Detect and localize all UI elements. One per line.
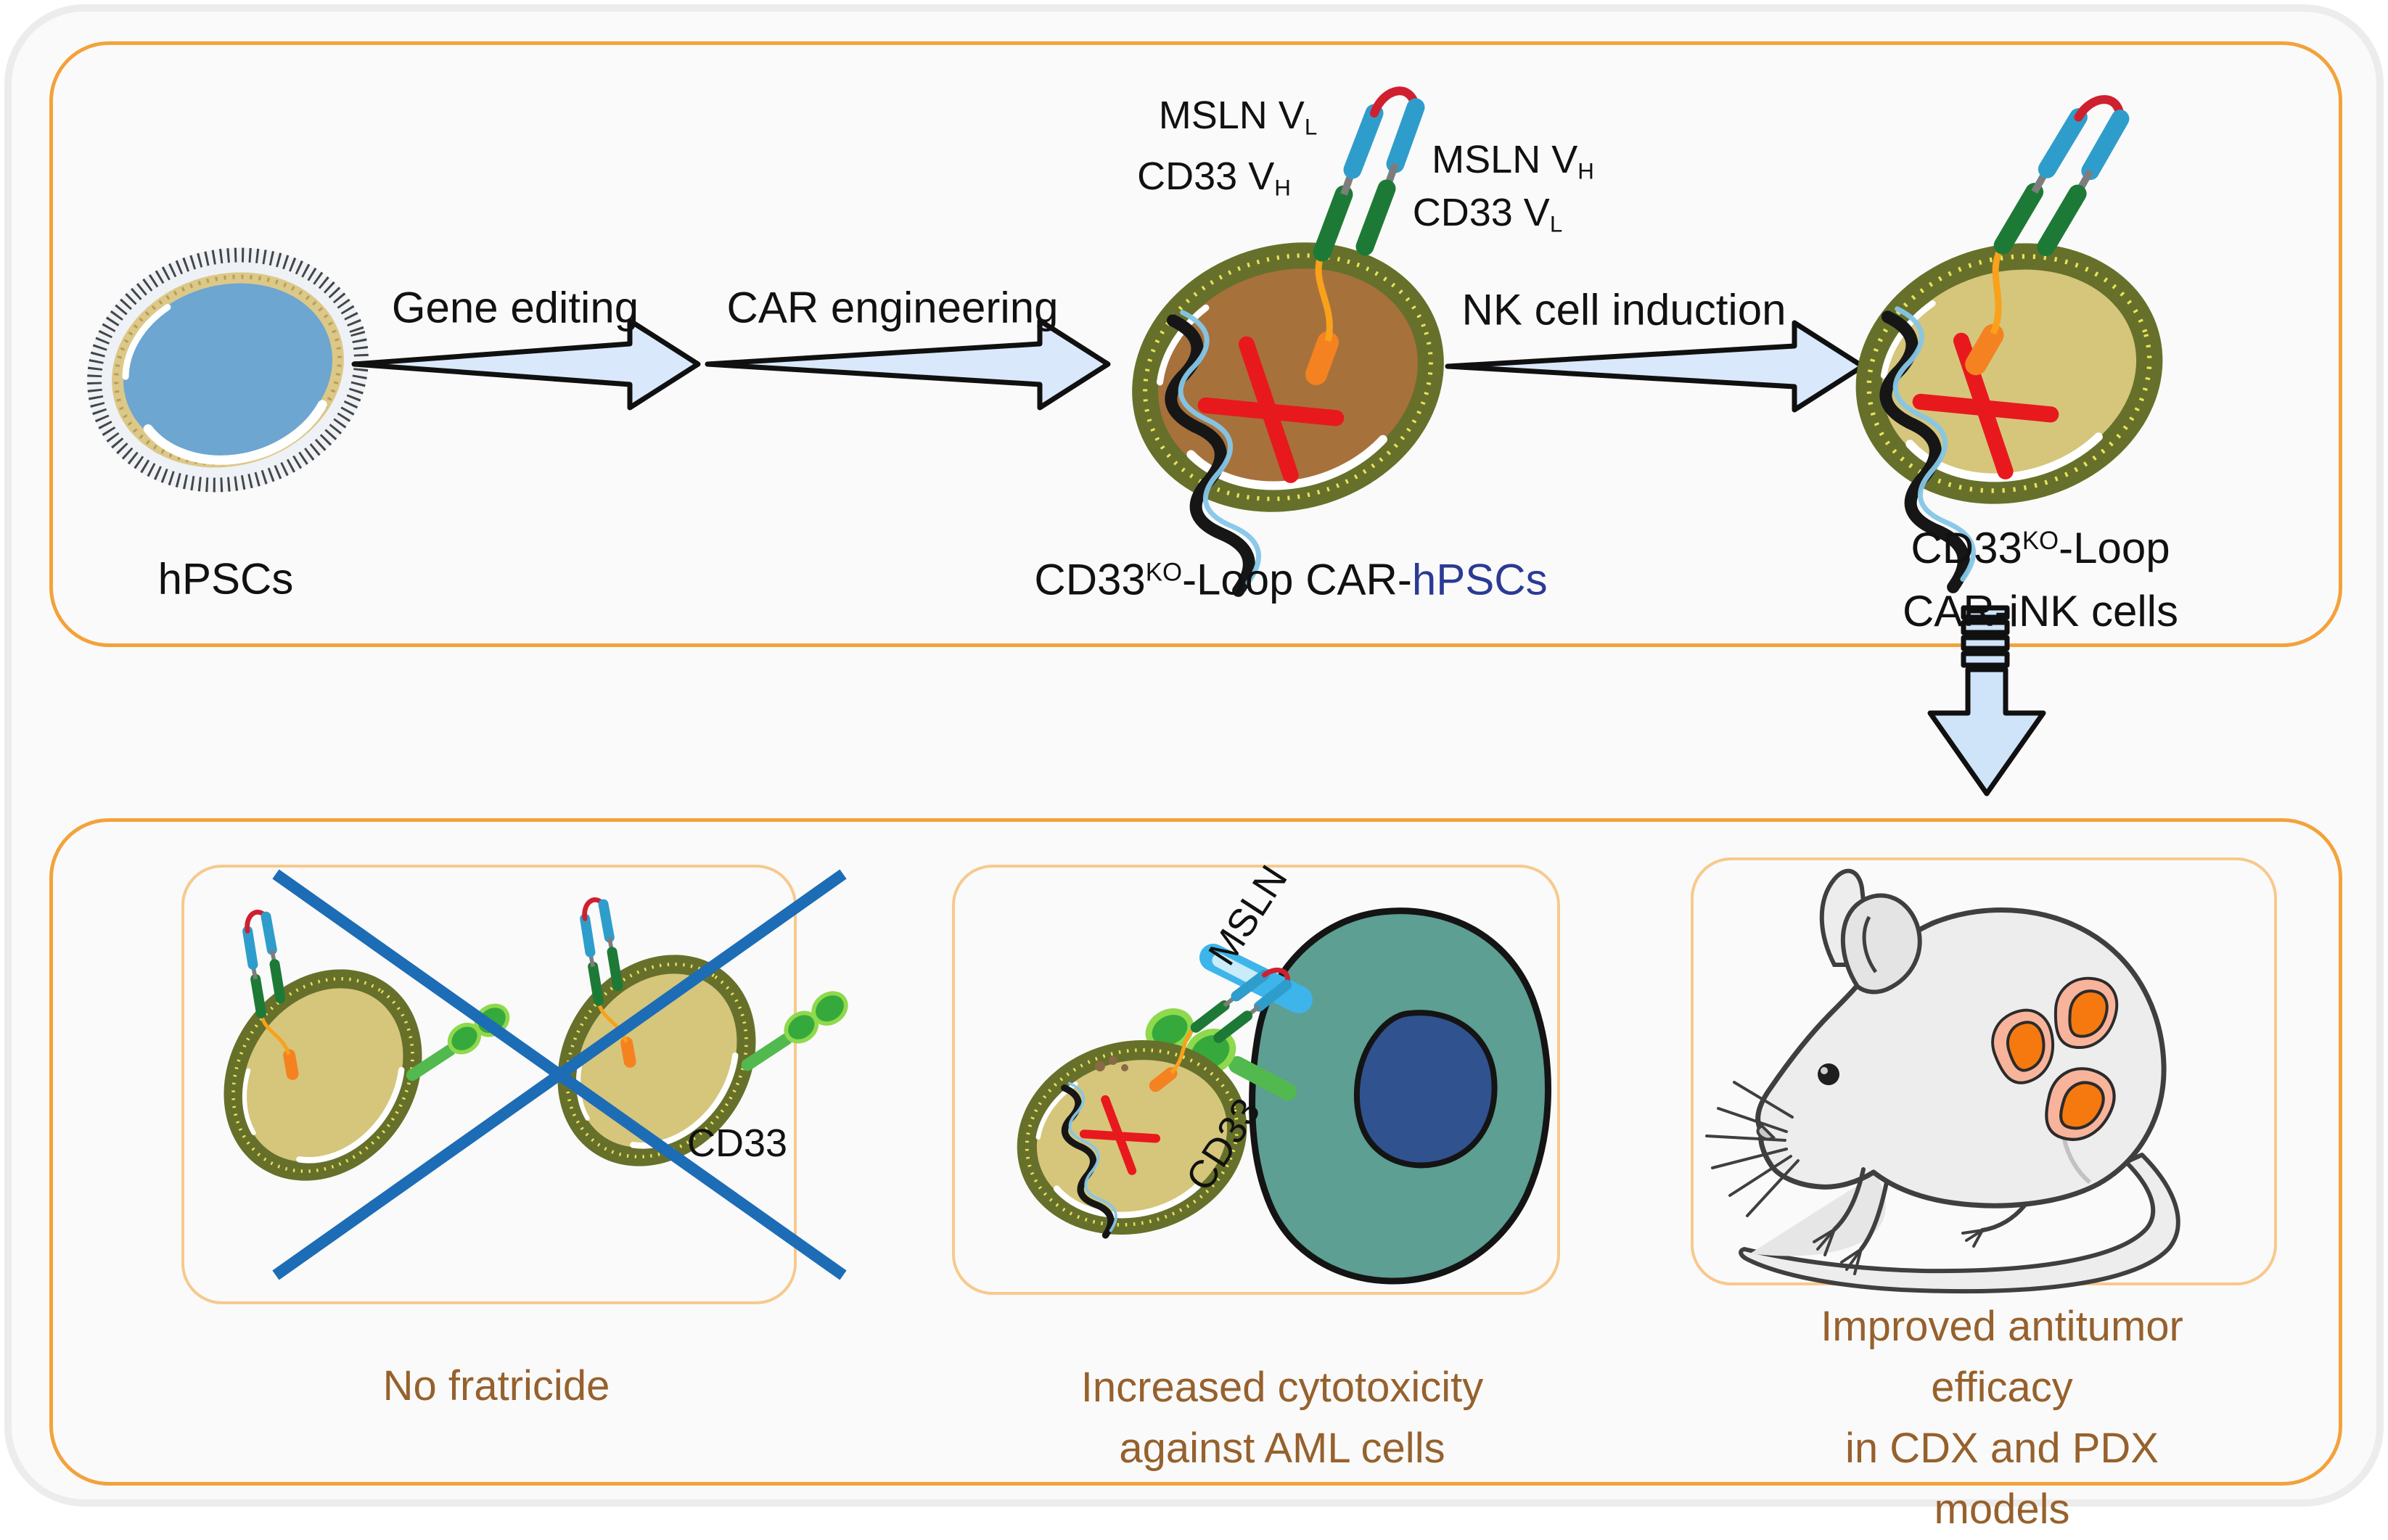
results-panel xyxy=(49,818,2342,1486)
car-domain-msln-vl: MSLN VL xyxy=(1159,87,1317,144)
caption-efficacy: Improved antitumor efficacy in CDX and P… xyxy=(1821,1302,2183,1533)
label-mid: -Loop CAR-iNK cells xyxy=(1902,524,2179,635)
domain-sub: L xyxy=(1549,211,1563,237)
cytotoxicity-scene xyxy=(995,907,1551,1285)
mouse-eye-glint xyxy=(1821,1067,1828,1074)
mouse-front-ear-icon xyxy=(1840,893,1922,995)
label-hpsc-highlight: hPSCs xyxy=(1411,555,1548,604)
cd33-label-fratricide: CD33 xyxy=(686,1121,788,1165)
domain-sub: H xyxy=(1274,175,1291,201)
step-nk-induction: NK cell induction xyxy=(1461,285,1786,334)
domain-text: MSLN V xyxy=(1432,137,1578,181)
fratricide-box xyxy=(181,865,797,1304)
domain-text: CD33 V xyxy=(1412,190,1550,234)
domain-text: CD33 V xyxy=(1137,154,1275,198)
granule-dots-icon xyxy=(1095,1056,1128,1071)
hpsc-label: hPSCs xyxy=(157,554,294,604)
label-base: CD33 xyxy=(1911,524,2022,572)
label-sup: KO xyxy=(2022,526,2059,555)
domain-sub: H xyxy=(1577,158,1594,184)
caption-cytotoxicity: Increased cytotoxicity against AML cells xyxy=(1080,1363,1484,1472)
step-gene-editing: Gene editing xyxy=(391,283,639,332)
label-mid: -Loop CAR- xyxy=(1182,555,1412,604)
fratricide-scene xyxy=(184,869,859,1280)
aml-nucleus-icon xyxy=(1353,1010,1498,1169)
car-hpsc-cell-icon xyxy=(1132,91,1444,594)
car-engineering-arrow-icon xyxy=(705,318,1111,411)
blue-cross-icon xyxy=(272,869,847,1280)
label-sup: KO xyxy=(1145,558,1183,587)
mouse-paws-icon xyxy=(1813,1167,2027,1275)
car-domain-msln-vh: MSLN VH xyxy=(1432,131,1594,188)
mouse-body-icon xyxy=(1755,907,2167,1208)
mouse xyxy=(1705,868,2180,1294)
mouse-whiskers-icon xyxy=(1705,1081,1800,1217)
car-ink-label: CD33KO-Loop CAR-iNK cells xyxy=(1867,516,2215,643)
hpsc-cell-icon xyxy=(87,247,369,493)
mouse-eye-icon xyxy=(1818,1063,1839,1085)
car-domain-cd33-vh: CD33 VH xyxy=(1137,148,1291,205)
step-car-engineering: CAR engineering xyxy=(726,283,1059,332)
domain-sub: L xyxy=(1304,114,1318,140)
workflow-panel xyxy=(49,41,2342,647)
caption-fratricide: No fratricide xyxy=(382,1362,610,1409)
mouse-belly-shadow xyxy=(1750,1174,1886,1256)
car-domain-cd33-vl: CD33 VL xyxy=(1413,184,1563,241)
label-base: CD33 xyxy=(1034,555,1146,604)
car-hpsc-label: CD33KO-Loop CAR-hPSCs xyxy=(1034,548,1547,612)
cytotoxicity-box xyxy=(952,865,1560,1295)
gene-editing-arrow-icon xyxy=(351,318,701,411)
domain-text: MSLN V xyxy=(1158,93,1305,137)
car-ink-cell-icon xyxy=(1825,86,2194,591)
mouse-inner-ear-line xyxy=(1862,915,1878,973)
mouse-tail-icon xyxy=(1739,1153,2180,1294)
down-arrow-icon xyxy=(1927,605,2046,796)
